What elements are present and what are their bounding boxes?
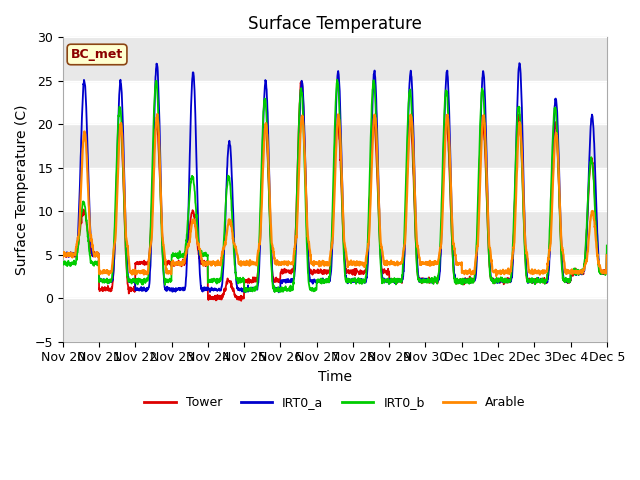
Y-axis label: Surface Temperature (C): Surface Temperature (C) [15,104,29,275]
Legend: Tower, IRT0_a, IRT0_b, Arable: Tower, IRT0_a, IRT0_b, Arable [140,391,530,414]
Bar [63,37,607,81]
Bar [63,124,607,168]
Text: BC_met: BC_met [71,48,123,61]
Bar [63,211,607,254]
X-axis label: Time: Time [318,370,352,384]
Title: Surface Temperature: Surface Temperature [248,15,422,33]
Bar [63,298,607,342]
